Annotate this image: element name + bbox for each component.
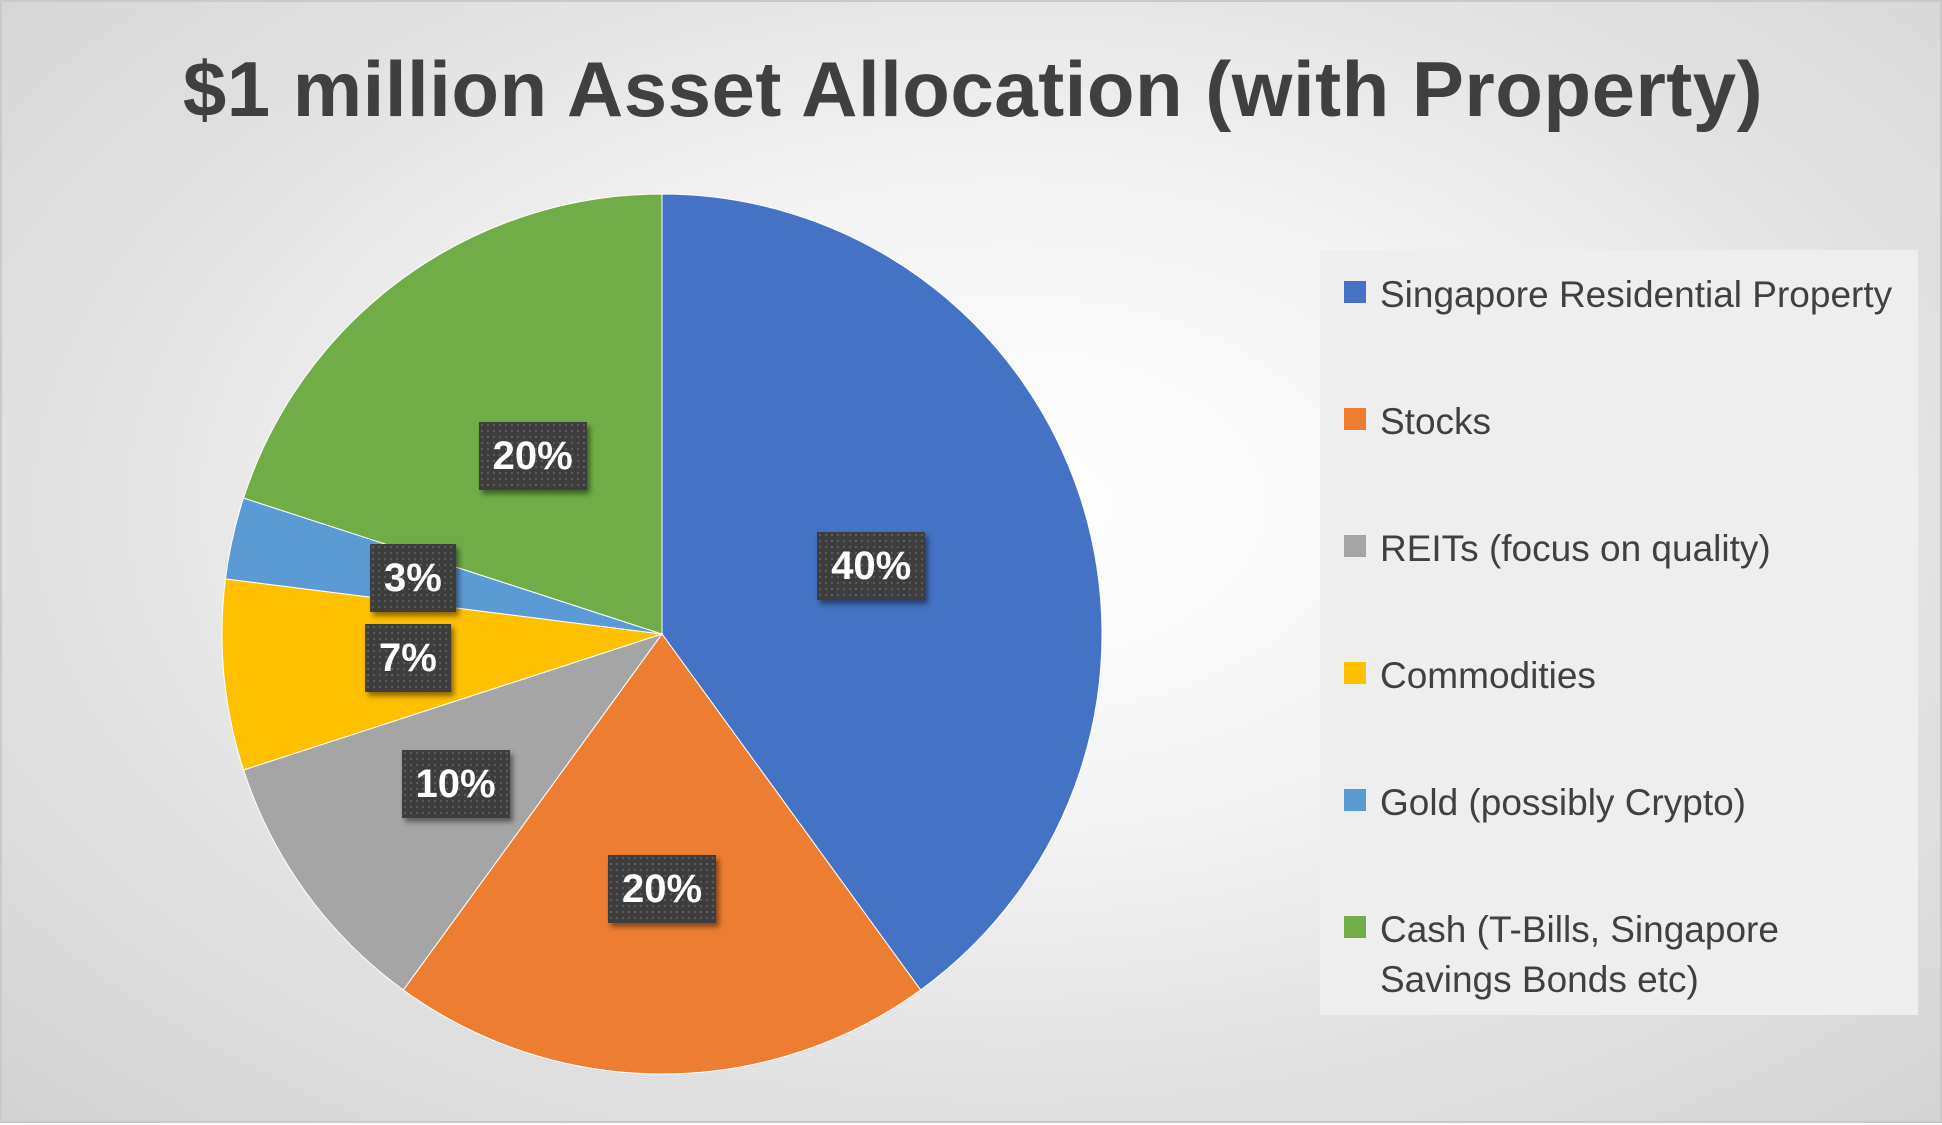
legend: Singapore Residential Property Stocks REIT… [1320,250,1918,1015]
legend-swatch [1344,662,1366,684]
legend-swatch [1344,408,1366,430]
legend-label: REITs (focus on quality) [1380,528,1771,569]
legend-swatch [1344,535,1366,557]
data-label: 3% [370,544,456,613]
data-label: 20% [607,855,717,924]
legend-label: Singapore Residential Property [1380,274,1893,315]
legend-swatch [1344,281,1366,303]
chart-title: $1 million Asset Allocation (with Proper… [182,45,1764,133]
legend-label: Cash (T-Bills, Singapore Savings Bonds e… [1380,909,1779,1000]
legend-swatch [1344,789,1366,811]
legend-swatch [1344,916,1366,938]
pie-slice [402,633,922,1075]
data-label: 7% [365,624,451,693]
data-label: 10% [401,750,510,818]
legend-label: Stocks [1380,401,1492,442]
data-label: 20% [478,422,587,491]
pie-slice [242,193,663,635]
legend-label: Gold (possibly Crypto) [1380,782,1747,823]
data-label: 40% [817,532,926,601]
legend-label: Commodities [1380,655,1596,696]
